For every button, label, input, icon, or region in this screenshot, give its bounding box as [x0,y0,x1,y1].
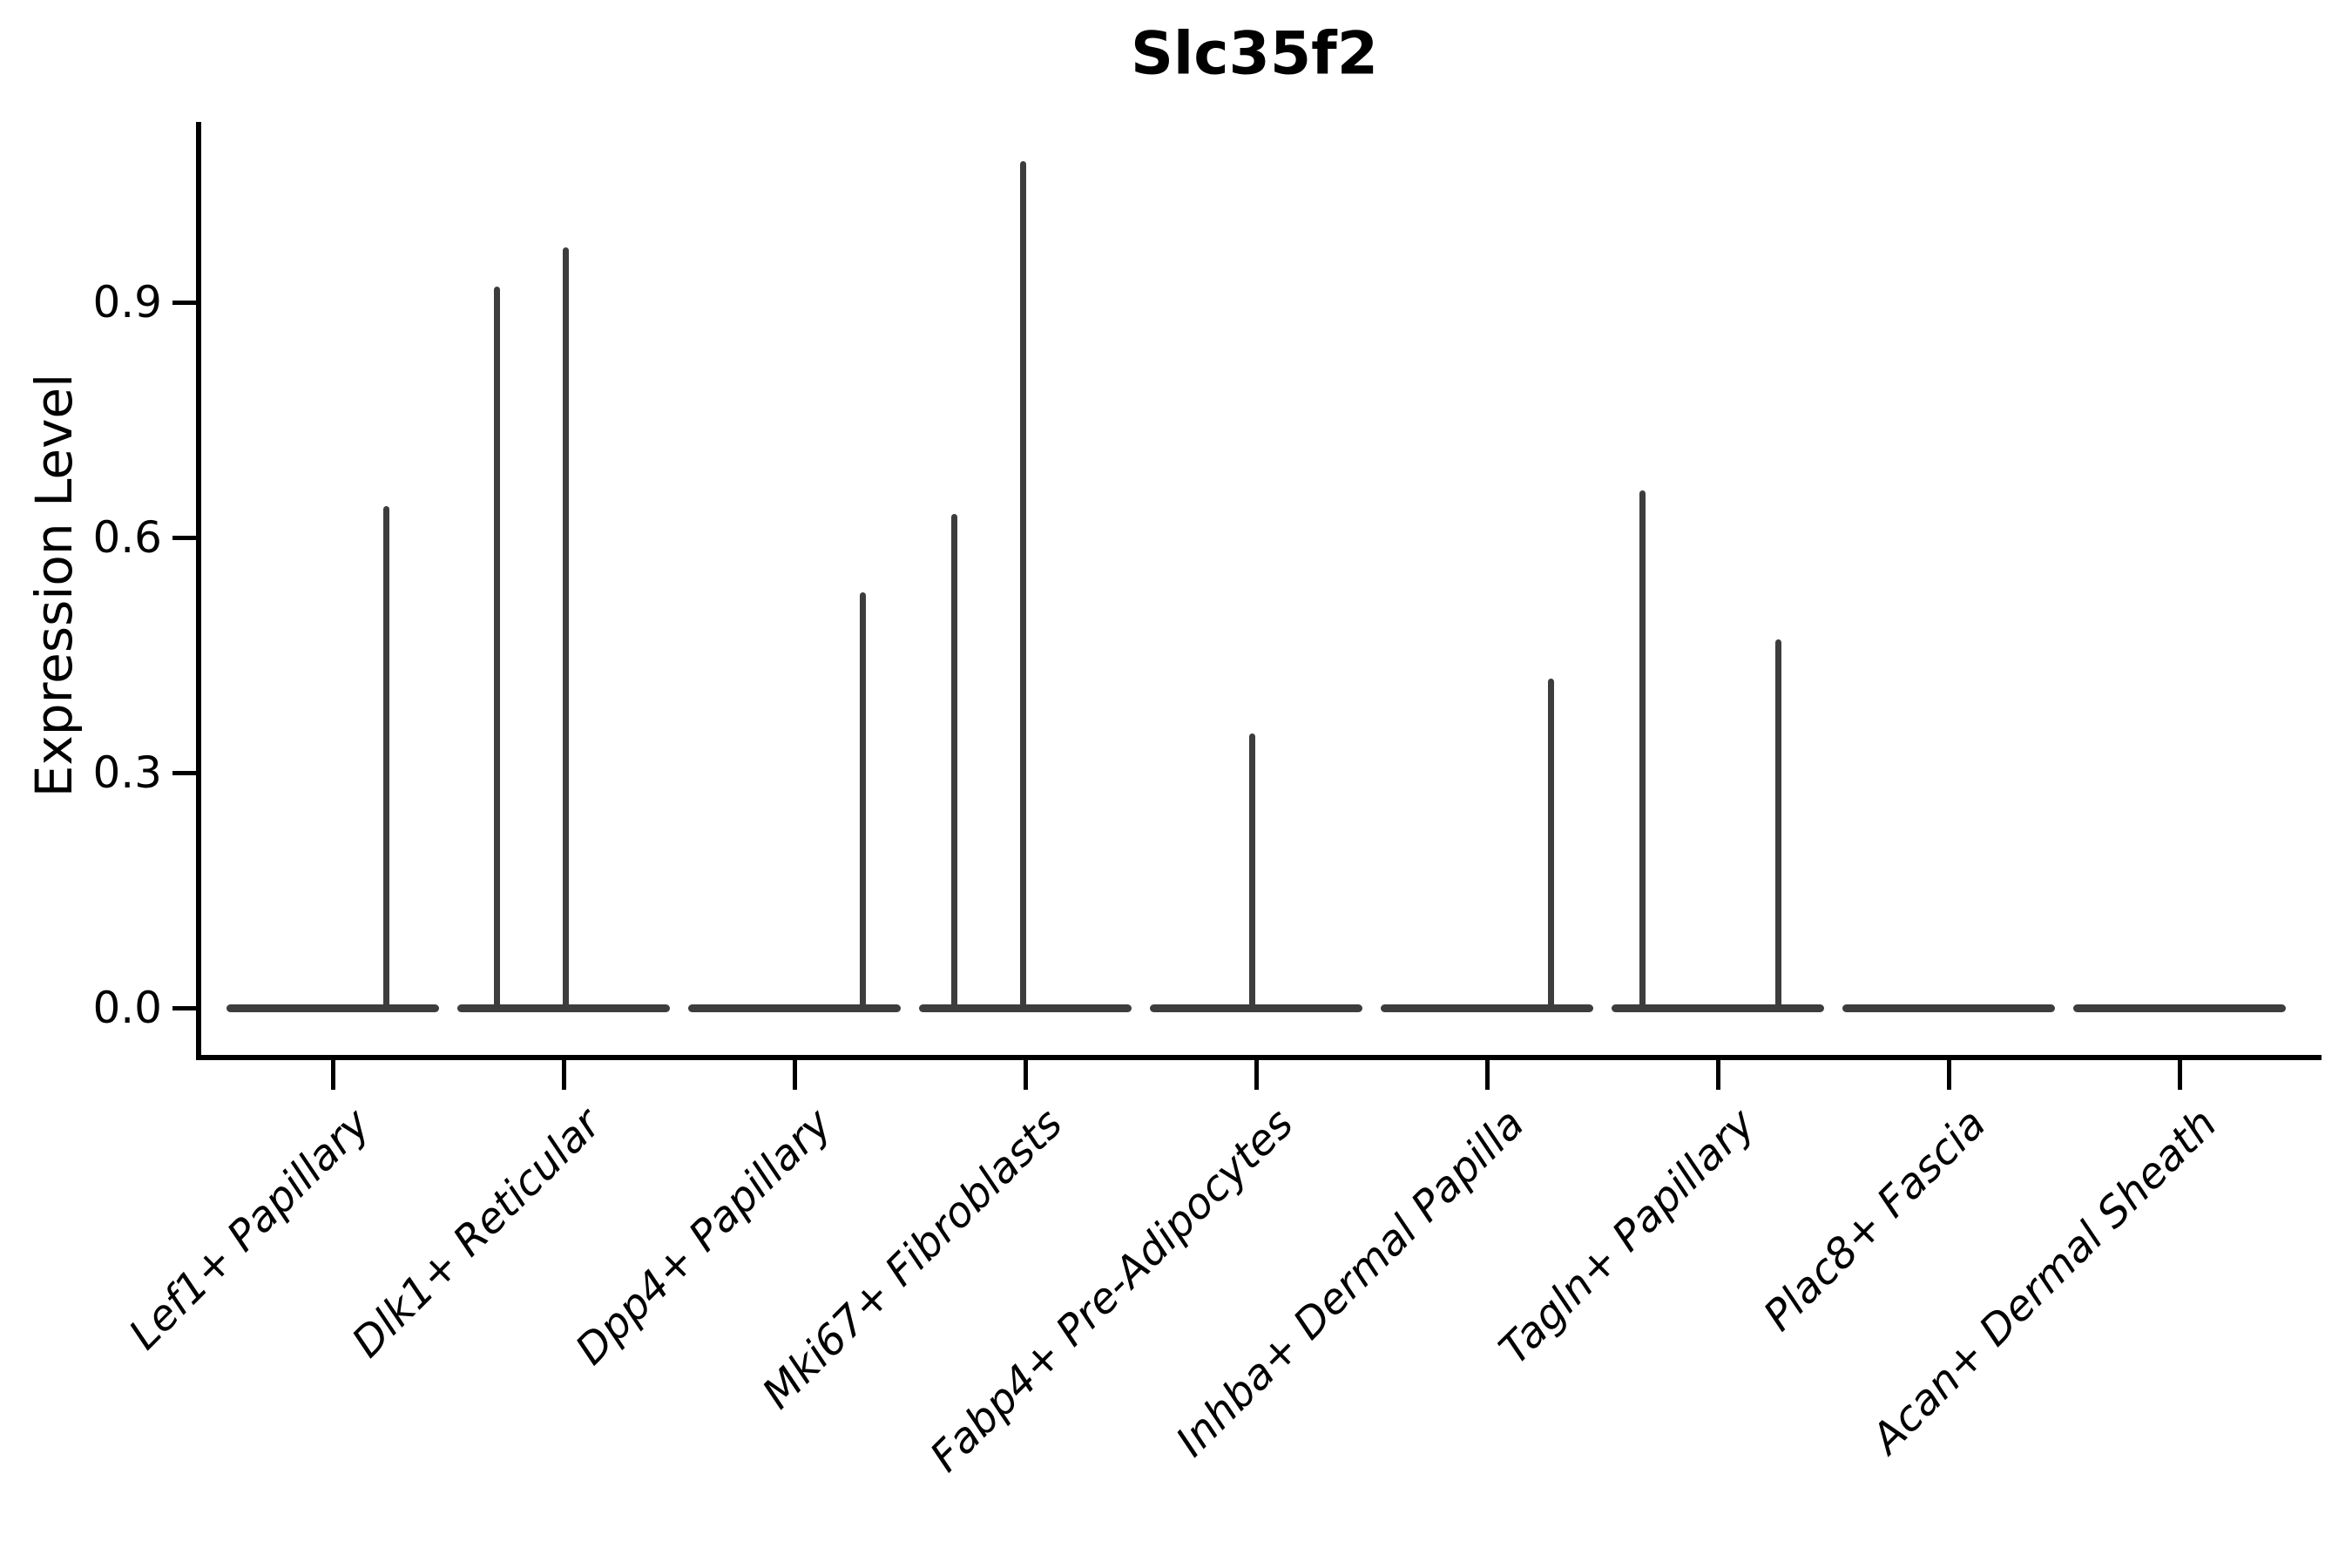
x-tick-mark [561,1060,566,1090]
y-tick-mark [172,300,199,305]
x-tick-label: Dpp4+ Papillary [566,1099,841,1375]
y-tick-mark [172,535,199,540]
violin-body [1381,1004,1593,1012]
x-tick-mark [330,1060,335,1090]
x-tick-mark [1023,1060,1028,1090]
y-tick-mark [172,1005,199,1010]
x-tick-label: Fabp4+ Pre-Adipocytes [921,1099,1303,1482]
y-tick-label: 0.3 [92,747,162,798]
x-tick-mark [2177,1060,2182,1090]
violin-spike [1547,679,1554,1011]
x-tick-label: Lef1+ Papillary [119,1099,380,1360]
violin-spike [382,506,389,1011]
violin-spike [1639,490,1646,1011]
x-tick-label: Dlk1+ Reticular [342,1099,611,1368]
violin-spike [859,592,866,1011]
y-tick-mark [172,770,199,775]
y-tick-label: 0.0 [92,983,162,1033]
x-tick-mark [792,1060,797,1090]
violin-spike [493,287,500,1011]
violin-spike [950,514,957,1011]
x-tick-label: Tagln+ Papillary [1490,1099,1765,1375]
chart-title: Slc35f2 [1130,19,1379,89]
x-tick-mark [1715,1060,1720,1090]
y-tick-label: 0.9 [92,277,162,328]
x-tick-mark [1946,1060,1951,1090]
x-tick-mark [1254,1060,1259,1090]
x-tick-label: Plac8+ Fascia [1754,1099,1996,1341]
violin-body [1842,1004,2055,1012]
violin-body [688,1004,901,1012]
violin-spike [1248,733,1255,1011]
violin-spike [1020,161,1027,1011]
y-tick-label: 0.6 [92,512,162,563]
x-tick-mark [1484,1060,1490,1090]
violin-body [2073,1004,2286,1012]
violin-spike [1775,639,1782,1011]
violin-body [1612,1004,1824,1012]
x-axis-spine [196,1055,2322,1060]
violin-body [226,1004,439,1012]
violin-spike [562,247,569,1011]
y-axis-label: Expression Level [24,373,84,798]
y-axis-spine [196,122,201,1060]
violin-body [1150,1004,1362,1012]
